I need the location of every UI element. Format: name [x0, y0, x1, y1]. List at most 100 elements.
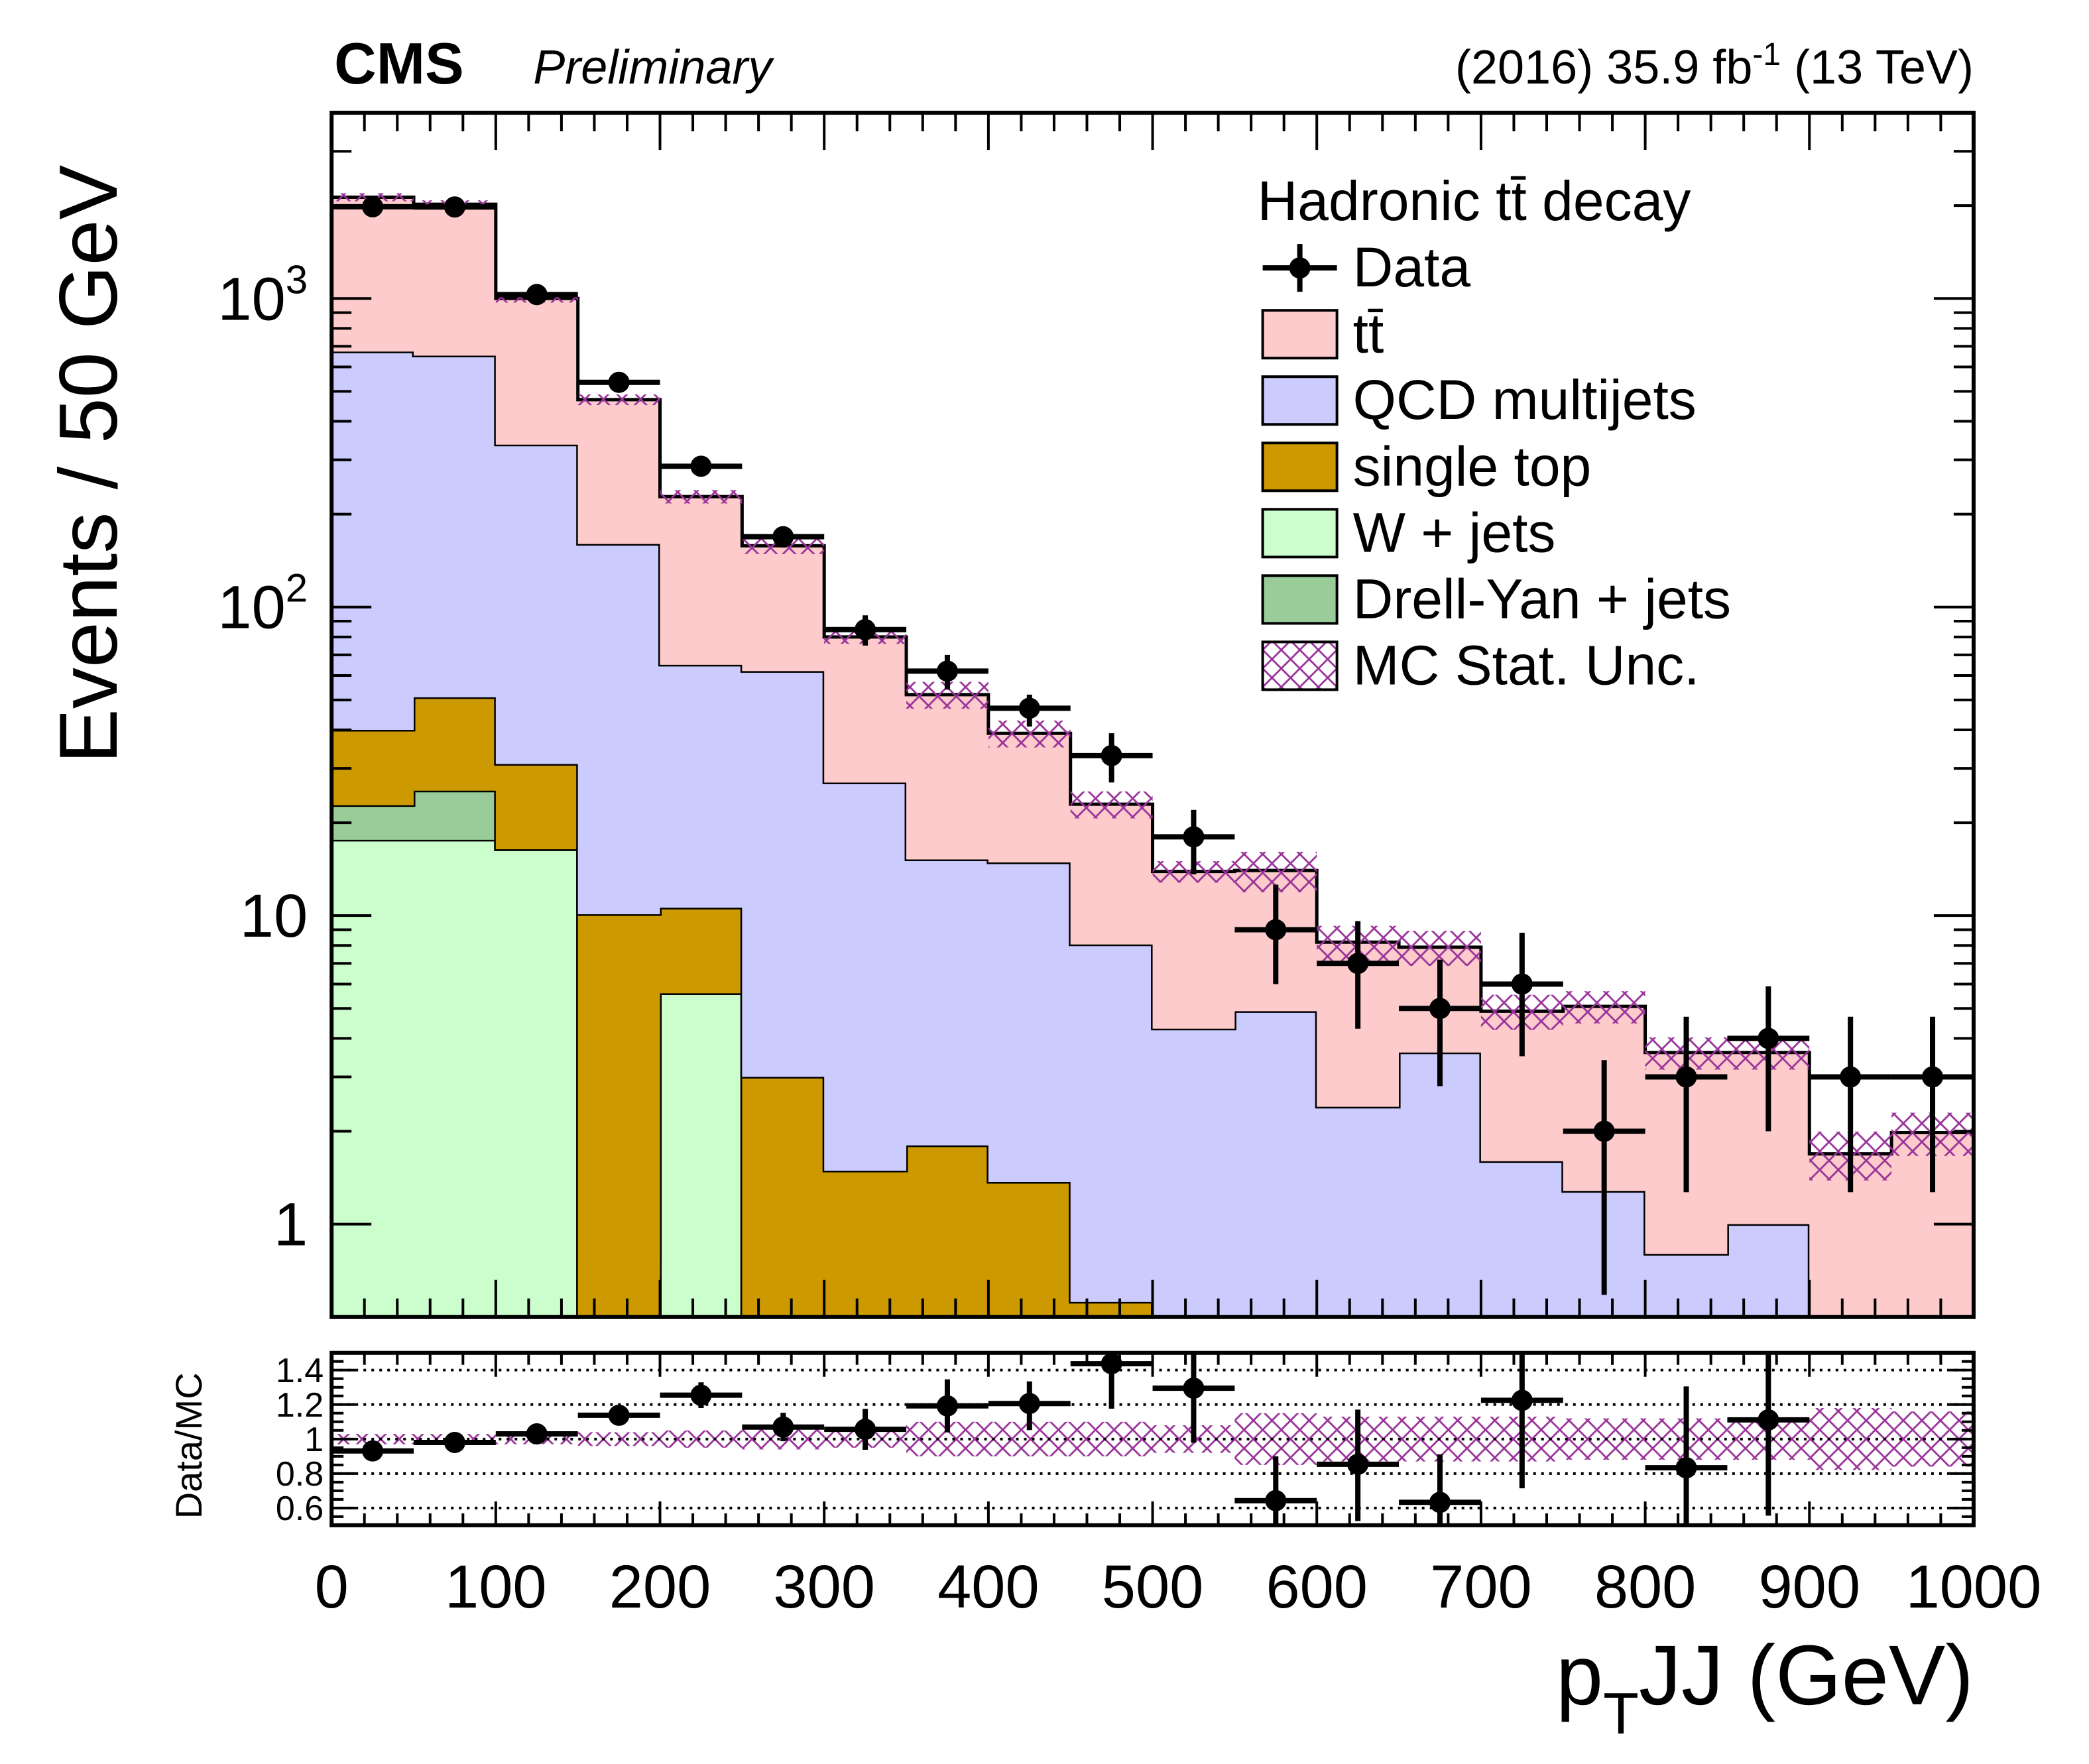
legend-data-marker: [1289, 257, 1311, 279]
mc-unc-bin: [577, 394, 660, 406]
ratio-point: [1758, 1409, 1779, 1431]
ratio-y-tick-label: 1.2: [276, 1386, 324, 1425]
legend-label: W + jets: [1353, 501, 1556, 563]
x-tick-label: 200: [609, 1553, 711, 1621]
ratio-point: [1265, 1490, 1287, 1511]
stack-wjets: [331, 839, 743, 1317]
mc-unc-bin: [1563, 991, 1645, 1024]
y-tick-base: 10: [217, 573, 285, 642]
stacked-histograms: [331, 195, 1974, 1317]
legend-entry: W + jets: [1261, 501, 1556, 563]
ratio-point: [444, 1431, 465, 1453]
ratio-unc-bin: [1563, 1418, 1645, 1460]
y-axis-title: Events / 50 GeV: [43, 164, 135, 763]
data-point: [1840, 1066, 1862, 1088]
legend-label: MC Stat. Unc.: [1353, 634, 1700, 696]
x-tick-label: 400: [937, 1553, 1040, 1621]
ratio-point: [1675, 1457, 1697, 1479]
x-tick-label: 700: [1430, 1553, 1532, 1621]
mc-unc-bin: [1070, 791, 1153, 819]
x-title-rest: JJ (GeV): [1639, 1628, 1974, 1723]
y-tick-base: 10: [217, 265, 285, 333]
status-label: Preliminary: [533, 41, 774, 94]
x-tick-label: 800: [1594, 1553, 1697, 1621]
y-tick-label: 1: [274, 1191, 308, 1259]
data-point: [936, 660, 958, 682]
ratio-point: [1347, 1453, 1369, 1475]
legend-entry: Data: [1262, 236, 1471, 298]
x-title-sub: T: [1603, 1680, 1639, 1746]
data-point: [1265, 919, 1287, 941]
y-tick-exp: 2: [286, 566, 308, 611]
legend-label: tt̄: [1353, 302, 1384, 365]
data-point: [444, 196, 465, 218]
lumi-sup: -1: [1752, 37, 1781, 72]
y-tick-label: 102: [217, 566, 308, 642]
legend-label: QCD multijets: [1353, 369, 1697, 431]
legend-swatch: [1261, 309, 1339, 360]
legend-entry: MC Stat. Unc.: [1261, 634, 1700, 696]
luminosity-label: (2016) 35.9 fb-1 (13 TeV): [1455, 37, 1974, 94]
ratio-point: [772, 1416, 794, 1438]
data-point: [526, 284, 548, 306]
legend-label: single top: [1353, 435, 1592, 497]
legend-swatch: [1261, 508, 1339, 559]
legend-entry: tt̄: [1261, 302, 1384, 365]
experiment-label: CMS: [334, 30, 464, 96]
y-tick-label: 10: [240, 882, 308, 950]
stack-outline-1: [331, 789, 744, 1317]
ratio-y-tick-label: 0.6: [276, 1490, 324, 1528]
data-point: [1922, 1066, 1944, 1088]
data-point: [1593, 1120, 1615, 1142]
legend-entry: QCD multijets: [1261, 369, 1697, 431]
lumi-prefix: (2016) 35.9 fb: [1455, 41, 1752, 94]
y-tick-base: 10: [240, 882, 308, 950]
legend-title: Hadronic tt̄ decay: [1258, 170, 1691, 232]
ratio-point: [1101, 1353, 1122, 1375]
x-tick-label: 0: [315, 1553, 349, 1621]
ratio-point: [1018, 1393, 1040, 1415]
legend: Hadronic tt̄ decay Data tt̄ QCD multijetss…: [1258, 170, 1731, 696]
ratio-y-axis-title: Data/MC: [168, 1372, 209, 1519]
data-point: [1183, 826, 1205, 848]
ratio-mc-stat-band: [331, 1407, 1974, 1470]
legend-swatch: [1261, 640, 1339, 691]
ratio-unc-bin: [660, 1430, 743, 1448]
x-tick-label: 1000: [1906, 1553, 2042, 1621]
ratio-axis-ticks: 0 100 200 300 400 500 600 700 800 900 10000.60.811…: [276, 1351, 2042, 1621]
ratio-point: [690, 1384, 712, 1406]
ratio-point: [608, 1404, 630, 1426]
x-tick-label: 900: [1759, 1553, 1861, 1621]
data-point: [362, 196, 384, 217]
data-point: [1511, 973, 1533, 995]
ratio-y-tick-label: 0.8: [276, 1455, 324, 1494]
stack-tt: [331, 197, 1974, 1317]
legend-swatch: [1261, 574, 1339, 625]
legend-entry: single top: [1261, 435, 1592, 497]
data-point: [690, 455, 712, 477]
ratio-point: [855, 1419, 876, 1441]
ratio-y-tick-label: 1.4: [276, 1352, 324, 1390]
data-point: [608, 371, 630, 393]
x-tick-label: 600: [1266, 1553, 1368, 1621]
lumi-suffix: (13 TeV): [1781, 41, 1974, 94]
x-tick-label: 300: [773, 1553, 875, 1621]
data-point: [1429, 998, 1451, 1020]
legend-label: Data: [1353, 236, 1471, 298]
x-title-main: p: [1556, 1628, 1603, 1723]
x-tick-label: 500: [1102, 1553, 1204, 1621]
y-tick-exp: 3: [286, 257, 308, 302]
y-tick-base: 1: [274, 1191, 308, 1259]
legend-entry: Drell-Yan + jets: [1261, 567, 1731, 630]
data-point: [1018, 697, 1040, 719]
y-tick-label: 103: [217, 257, 308, 333]
ratio-y-tick-label: 1: [304, 1421, 324, 1459]
ratio-frame: [329, 1350, 1976, 1527]
data-point: [1347, 953, 1369, 974]
legend-label: Drell-Yan + jets: [1353, 567, 1731, 630]
ratio-point: [1429, 1492, 1451, 1513]
main-frame: [329, 111, 1976, 1319]
data-point: [1758, 1028, 1779, 1049]
